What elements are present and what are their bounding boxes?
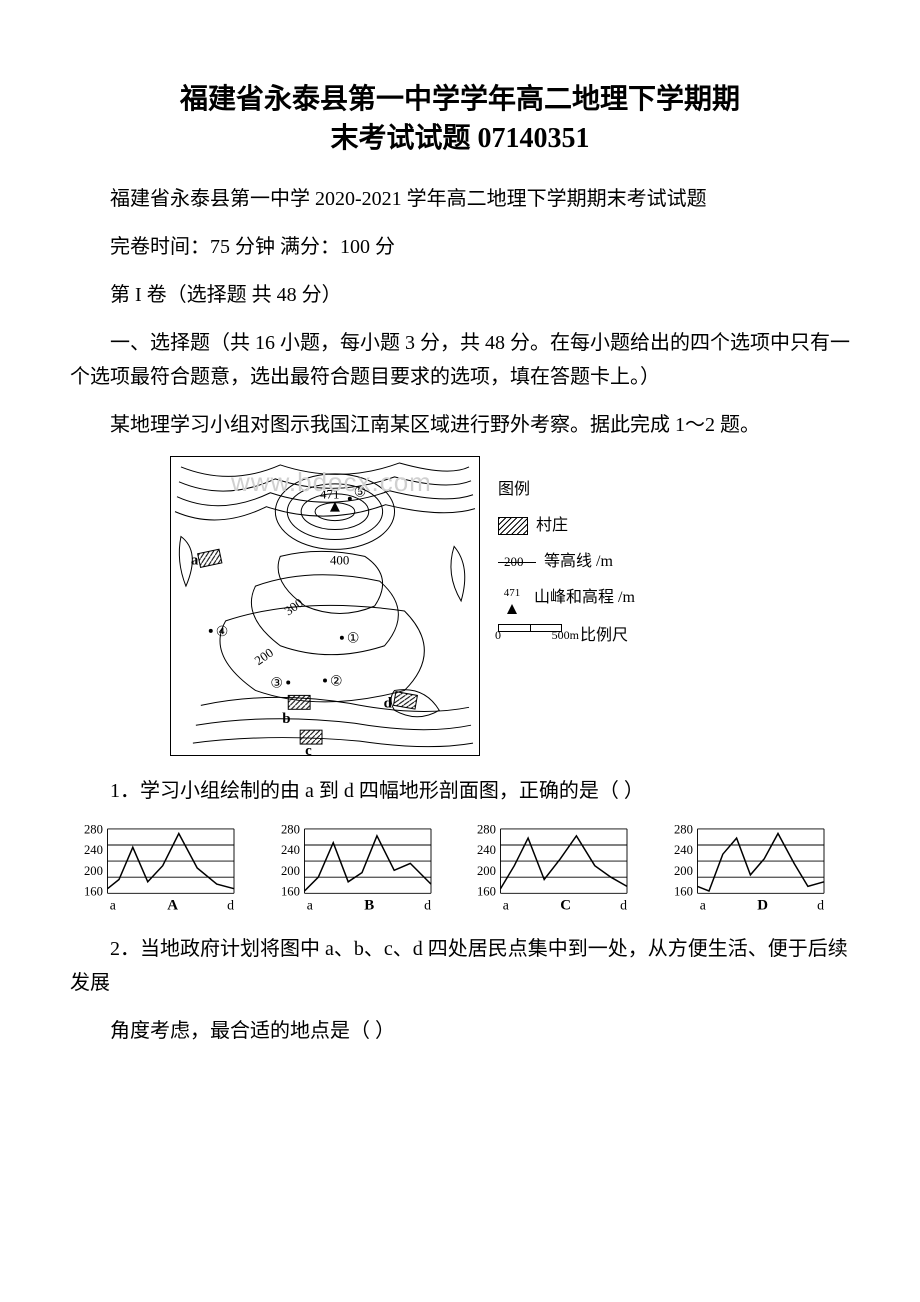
- svg-text:240: 240: [281, 844, 300, 858]
- svg-text:b: b: [282, 712, 290, 728]
- title-line-2: 末考试试题 07140351: [330, 123, 589, 154]
- svg-text:200: 200: [477, 864, 496, 878]
- point-2: ②: [330, 675, 342, 690]
- svg-text:D: D: [757, 898, 768, 914]
- svg-text:280: 280: [281, 823, 300, 837]
- question-2-line-2: 角度考虑，最合适的地点是（ ）: [70, 1014, 850, 1048]
- svg-text:280: 280: [84, 823, 103, 837]
- legend-contour: 200 等高线 /m: [498, 546, 635, 578]
- instructions: 一、选择题（共 16 小题，每小题 3 分，共 48 分。在每小题给出的四个选项…: [70, 326, 850, 394]
- village-a: a: [191, 550, 222, 569]
- context-1: 某地理学习小组对图示我国江南某区域进行野外考察。据此完成 1～2 题。: [70, 408, 850, 442]
- svg-text:240: 240: [477, 844, 496, 858]
- contour-svg: 471 400 300 200 a b c d: [171, 457, 479, 755]
- profile-option-A: 280 240 200 160 a A d: [76, 822, 254, 914]
- svg-text:d: d: [817, 898, 824, 913]
- section-1-header: 第 I 卷（选择题 共 48 分）: [70, 278, 850, 312]
- question-1: 1．学习小组绘制的由 a 到 d 四幅地形剖面图，正确的是（ ）: [70, 774, 850, 808]
- svg-text:d: d: [227, 898, 234, 913]
- svg-text:160: 160: [281, 885, 300, 899]
- point-3: ③: [270, 677, 282, 692]
- svg-text:C: C: [561, 898, 572, 914]
- svg-text:240: 240: [84, 844, 103, 858]
- svg-text:280: 280: [674, 823, 693, 837]
- village-d: d: [384, 692, 418, 712]
- subtitle: 福建省永泰县第一中学 2020-2021 学年高二地理下学期期末考试试题: [70, 182, 850, 216]
- contour-300-label: 300: [281, 595, 305, 618]
- svg-text:a: a: [306, 898, 312, 913]
- svg-text:d: d: [620, 898, 627, 913]
- legend-village: 村庄: [498, 510, 635, 542]
- contour-400-label: 400: [330, 553, 349, 568]
- svg-text:A: A: [167, 898, 178, 914]
- peak-value: 471: [320, 487, 339, 502]
- contour-200-label: 200: [252, 645, 276, 668]
- village-icon: [498, 517, 528, 535]
- svg-text:d: d: [384, 696, 393, 712]
- map-figure: www.bdocx.com: [170, 456, 850, 756]
- legend: 图例 村庄 200 等高线 /m 471 山峰和高程 /m 0 500m: [498, 456, 635, 656]
- svg-text:a: a: [503, 898, 509, 913]
- svg-text:a: a: [191, 553, 199, 569]
- village-b: b: [282, 696, 310, 728]
- point-1: ①: [347, 632, 359, 647]
- svg-text:a: a: [110, 898, 116, 913]
- svg-text:200: 200: [84, 864, 103, 878]
- legend-peak: 471 山峰和高程 /m: [498, 582, 635, 614]
- peak-marker: 471: [320, 487, 340, 512]
- svg-text:240: 240: [674, 844, 693, 858]
- svg-text:B: B: [364, 898, 374, 914]
- legend-scale: 0 500m 比例尺: [498, 620, 635, 652]
- svg-text:160: 160: [477, 885, 496, 899]
- profile-option-D: 280 240 200 160 a D d: [666, 822, 844, 914]
- profile-option-B: 280 240 200 160 a B d: [273, 822, 451, 914]
- svg-text:c: c: [305, 743, 312, 755]
- point-4: ④: [216, 625, 228, 640]
- legend-header: 图例: [498, 474, 635, 506]
- title-line-1: 福建省永泰县第一中学学年高二地理下学期期: [180, 84, 740, 115]
- profile-option-C: 280 240 200 160 a C d: [469, 822, 647, 914]
- svg-text:280: 280: [477, 823, 496, 837]
- village-c: c: [300, 731, 322, 756]
- svg-text:200: 200: [281, 864, 300, 878]
- question-2-line-1: 2．当地政府计划将图中 a、b、c、d 四处居民点集中到一处，从方便生活、便于后…: [70, 932, 850, 1000]
- svg-text:160: 160: [674, 885, 693, 899]
- svg-text:200: 200: [674, 864, 693, 878]
- point-5: ⑤: [354, 486, 366, 501]
- contour-icon: 200: [498, 562, 536, 563]
- peak-icon: 471: [498, 582, 526, 614]
- svg-text:160: 160: [84, 885, 103, 899]
- profile-options: 280 240 200 160 a A d 280 240 200 160 a …: [70, 822, 850, 914]
- svg-text:d: d: [424, 898, 431, 913]
- svg-text:a: a: [700, 898, 706, 913]
- contour-map: www.bdocx.com: [170, 456, 480, 756]
- exam-info: 完卷时间：75 分钟 满分：100 分: [70, 230, 850, 264]
- page-title: 福建省永泰县第一中学学年高二地理下学期期 末考试试题 07140351: [70, 80, 850, 158]
